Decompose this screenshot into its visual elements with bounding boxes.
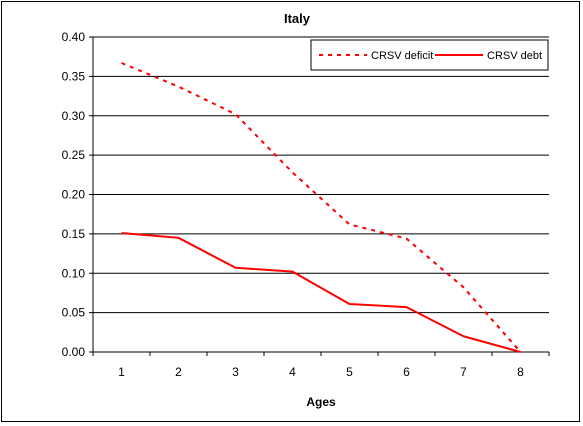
grid-layer — [93, 36, 549, 314]
y-tick-label: 0.10 — [62, 266, 86, 280]
x-tick-label: 6 — [403, 365, 410, 379]
y-tick-label: 0.05 — [62, 306, 86, 320]
x-tick-label: 7 — [460, 365, 467, 379]
chart-title: Italy — [284, 11, 311, 26]
legend-label: CRSV deficit — [371, 50, 433, 62]
y-tick-label: 0.00 — [62, 345, 86, 359]
y-tick-label: 0.40 — [62, 30, 86, 44]
y-tick-label: 0.35 — [62, 69, 86, 83]
y-tick-label: 0.20 — [62, 188, 86, 202]
axis-layer: 0.00 0.05 0.10 0.15 0.20 0.25 0.30 0.35 0.40 1 2 3 4… — [62, 30, 550, 379]
y-tick-label: 0.15 — [62, 227, 86, 241]
x-tick-label: 4 — [289, 365, 296, 379]
x-axis-label: Ages — [306, 395, 336, 409]
legend: CRSV deficit CRSV debt — [310, 39, 549, 71]
legend-label: CRSV debt — [487, 50, 542, 62]
legend-box — [310, 39, 549, 71]
series-layer — [121, 62, 522, 353]
x-tick-label: 8 — [517, 365, 524, 379]
series-line-crsv-deficit — [121, 62, 522, 353]
x-tick-label: 2 — [175, 365, 182, 379]
y-tick-label: 0.30 — [62, 109, 86, 123]
series-line-crsv-debt — [121, 232, 521, 353]
x-tick-label: 5 — [346, 365, 353, 379]
x-tick-label: 1 — [118, 365, 125, 379]
y-tick-label: 0.25 — [62, 148, 86, 162]
x-tick-label: 3 — [232, 365, 239, 379]
